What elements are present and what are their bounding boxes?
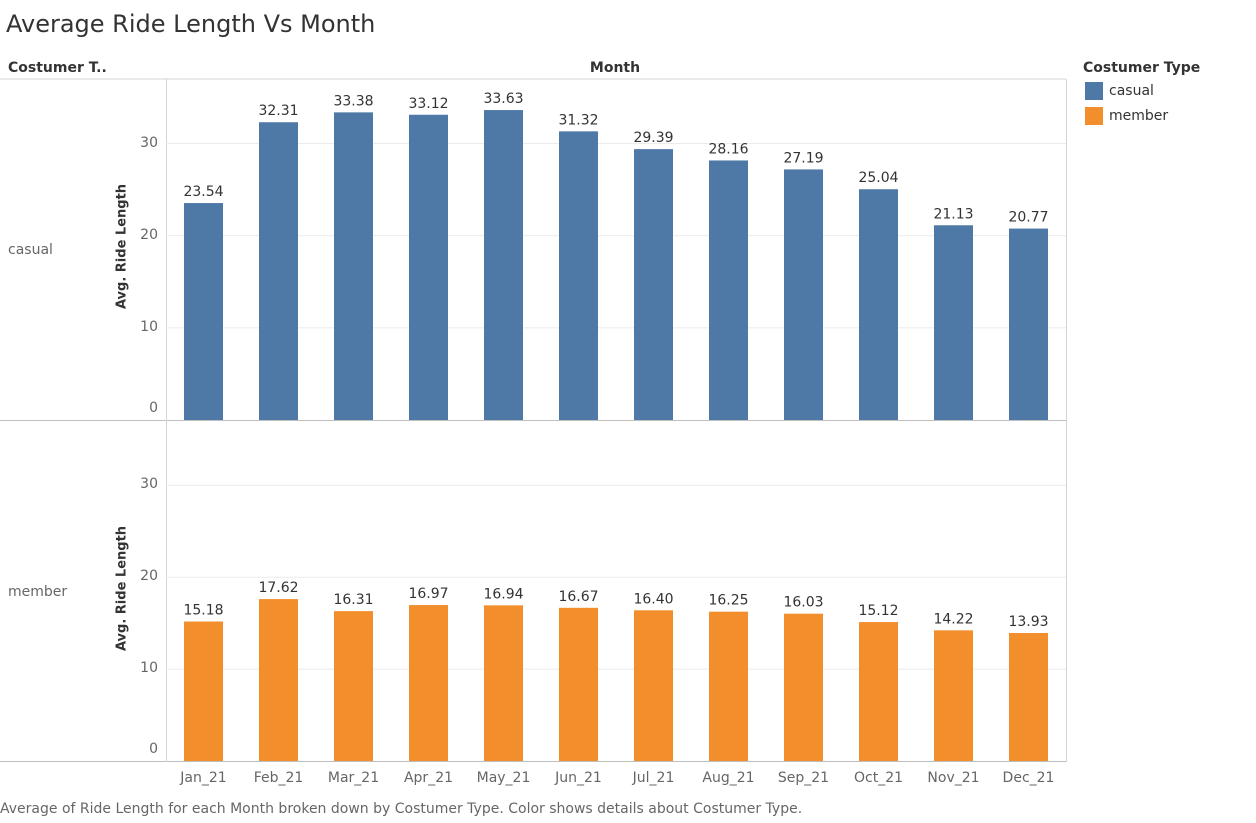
chart-title: Average Ride Length Vs Month (6, 10, 376, 38)
x-tick-label: Aug_21 (702, 770, 755, 786)
column-dimension-header[interactable]: Month (589, 60, 641, 76)
bar-member-Jul_21[interactable] (634, 610, 673, 761)
x-tick-label: Mar_21 (327, 770, 380, 786)
data-label: 15.18 (183, 603, 223, 619)
data-label: 16.97 (408, 586, 448, 602)
bar-casual-Apr_21[interactable] (409, 114, 448, 421)
bar-casual-Mar_21[interactable] (334, 112, 373, 420)
x-tick-label: May_21 (476, 770, 531, 786)
data-label: 28.16 (708, 141, 748, 157)
bar-casual-Oct_21[interactable] (859, 189, 898, 420)
bar-casual-Aug_21[interactable] (709, 160, 748, 420)
bar-member-Jun_21[interactable] (559, 607, 598, 761)
y-tick-label: 10 (140, 660, 158, 677)
bar-member-Jan_21[interactable] (184, 621, 223, 761)
bar-member-May_21[interactable] (484, 605, 523, 761)
data-label: 16.25 (708, 593, 748, 609)
bar-casual-Sep_21[interactable] (784, 169, 823, 420)
data-label: 33.63 (483, 91, 523, 107)
data-label: 15.12 (858, 603, 898, 619)
data-label: 16.40 (633, 591, 673, 607)
data-label: 17.62 (258, 580, 298, 596)
x-tick-label: Oct_21 (853, 770, 904, 786)
legend-label-casual: casual (1109, 83, 1154, 99)
data-label: 21.13 (933, 206, 973, 222)
data-label: 33.38 (333, 93, 373, 109)
row-dimension-header[interactable]: Costumer T.. (8, 60, 107, 76)
bar-casual-Jun_21[interactable] (559, 131, 598, 420)
bar-member-Sep_21[interactable] (784, 613, 823, 761)
x-tick-label: Dec_21 (1002, 770, 1055, 786)
data-label: 33.12 (408, 96, 448, 112)
row-label-casual: casual (8, 242, 53, 258)
data-label: 27.19 (783, 150, 823, 166)
y-tick-label: 20 (140, 568, 158, 585)
x-tick-label: Jun_21 (555, 770, 602, 786)
bar-member-Nov_21[interactable] (934, 630, 973, 761)
data-label: 23.54 (183, 184, 223, 200)
legend-swatch-casual (1085, 82, 1103, 100)
legend-label-member: member (1109, 108, 1169, 124)
bar-member-Feb_21[interactable] (259, 599, 298, 761)
bar-member-Mar_21[interactable] (334, 611, 373, 761)
bar-member-Dec_21[interactable] (1009, 632, 1048, 761)
data-label: 16.31 (333, 592, 373, 608)
y-tick-label: 20 (140, 226, 158, 243)
legend-title: Costumer Type (1083, 60, 1201, 76)
data-label: 16.03 (783, 595, 823, 611)
data-label: 14.22 (933, 611, 973, 627)
bar-member-Aug_21[interactable] (709, 611, 748, 761)
data-label: 29.39 (633, 130, 673, 146)
x-tick-label: Feb_21 (253, 770, 304, 786)
y-tick-label: 10 (140, 318, 158, 335)
data-label: 32.31 (258, 103, 298, 119)
legend-swatch-member (1085, 107, 1103, 125)
chart-caption: Average of Ride Length for each Month br… (0, 801, 803, 817)
y-tick-label: 30 (140, 134, 158, 151)
data-label: 13.93 (1008, 614, 1048, 630)
x-tick-label: Nov_21 (927, 770, 980, 786)
bar-casual-Jul_21[interactable] (634, 149, 673, 420)
bar-casual-May_21[interactable] (484, 110, 523, 420)
bar-chart: 23.54 32.31 33.38 33.12 33.63 31.32 29.39 28.16… (0, 78, 1067, 762)
data-label: 16.94 (483, 586, 523, 602)
data-label: 31.32 (558, 112, 598, 128)
bar-casual-Dec_21[interactable] (1009, 228, 1048, 420)
data-label: 16.67 (558, 589, 598, 605)
data-label: 25.04 (858, 170, 898, 186)
bar-member-Apr_21[interactable] (409, 605, 448, 761)
legend-item-casual[interactable]: casual (1085, 82, 1154, 100)
bar-member-Oct_21[interactable] (859, 622, 898, 761)
row-label-member: member (8, 584, 68, 600)
x-tick-label: Sep_21 (777, 770, 830, 786)
y-tick-label: 0 (149, 400, 158, 416)
bar-casual-Jan_21[interactable] (184, 203, 223, 420)
bar-casual-Feb_21[interactable] (259, 122, 298, 420)
legend-item-member[interactable]: member (1085, 107, 1168, 125)
x-tick-label: Jul_21 (632, 770, 675, 786)
x-tick-label: Jan_21 (180, 770, 227, 786)
bar-casual-Nov_21[interactable] (934, 225, 973, 420)
y-tick-label: 30 (140, 476, 158, 493)
x-tick-label: Apr_21 (403, 770, 454, 786)
y-tick-label: 0 (149, 741, 158, 757)
data-label: 20.77 (1008, 210, 1048, 226)
